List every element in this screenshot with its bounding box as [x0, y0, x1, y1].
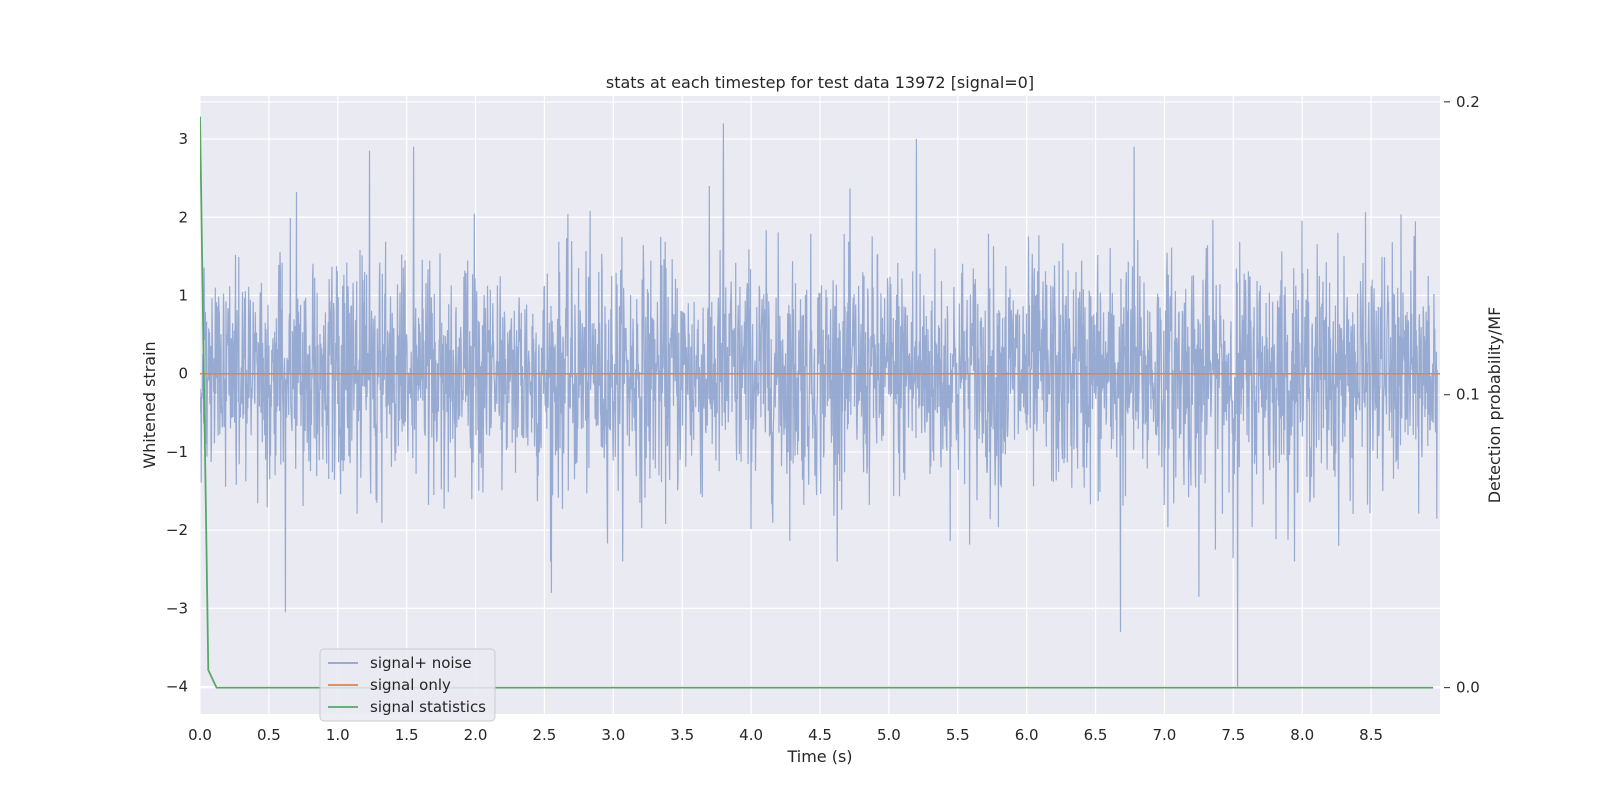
- y-tick-label: 0: [178, 365, 188, 383]
- series-signal-noise: [200, 123, 1438, 687]
- y2-tick-label: 0.0: [1456, 679, 1480, 697]
- x-tick-label: 8.0: [1290, 726, 1314, 744]
- legend-item: signal only: [370, 676, 451, 694]
- legend: signal+ noise signal only signal statistic…: [319, 648, 496, 722]
- y-tick-label: 1: [178, 286, 188, 304]
- legend-box: [319, 648, 496, 722]
- plot-area: [200, 116, 1440, 689]
- x-axis-label: Time (s): [786, 747, 852, 766]
- x-tick-label: 1.0: [326, 726, 350, 744]
- y-axis-right: 0.2 0.1 0.0: [1444, 93, 1480, 697]
- x-tick-label: 7.5: [1221, 726, 1245, 744]
- x-tick-label: 4.5: [808, 726, 832, 744]
- y-axis-label: Whitened strain: [140, 341, 159, 468]
- y-tick-label: −1: [166, 443, 188, 461]
- x-tick-label: 2.5: [533, 726, 557, 744]
- y-tick-label: −2: [166, 521, 188, 539]
- y2-tick-label: 0.2: [1456, 93, 1480, 111]
- x-tick-label: 3.0: [601, 726, 625, 744]
- x-tick-label: 5.5: [946, 726, 970, 744]
- x-tick-label: 2.0: [464, 726, 488, 744]
- x-tick-label: 0.5: [257, 726, 281, 744]
- y2-tick-label: 0.1: [1456, 386, 1480, 404]
- y-tick-label: −4: [166, 678, 188, 696]
- x-tick-label: 1.5: [395, 726, 419, 744]
- x-tick-label: 4.0: [739, 726, 763, 744]
- legend-item: signal statistics: [370, 698, 486, 716]
- x-tick-label: 0.0: [188, 726, 212, 744]
- legend-item: signal+ noise: [370, 654, 472, 672]
- chart-title: stats at each timestep for test data 139…: [606, 73, 1034, 92]
- x-tick-label: 6.5: [1084, 726, 1108, 744]
- y-tick-label: 3: [178, 130, 188, 148]
- x-tick-label: 6.0: [1015, 726, 1039, 744]
- x-tick-label: 7.0: [1153, 726, 1177, 744]
- x-tick-label: 5.0: [877, 726, 901, 744]
- x-tick-label: 8.5: [1359, 726, 1383, 744]
- y-tick-label: 2: [178, 208, 188, 226]
- y2-axis-label: Detection probability/MF: [1485, 307, 1504, 504]
- x-tick-label: 3.5: [670, 726, 694, 744]
- y-tick-label: −3: [166, 599, 188, 617]
- series-signal-statistics: [200, 116, 1434, 689]
- x-axis: 0.0 0.5 1.0 1.5 2.0 2.5 3.0 3.5 4.0 4.5 5.0 5.5 6.0 6…: [188, 726, 1383, 744]
- y-axis-left: 3 2 1 0 −1 −2 −3 −4: [166, 130, 188, 696]
